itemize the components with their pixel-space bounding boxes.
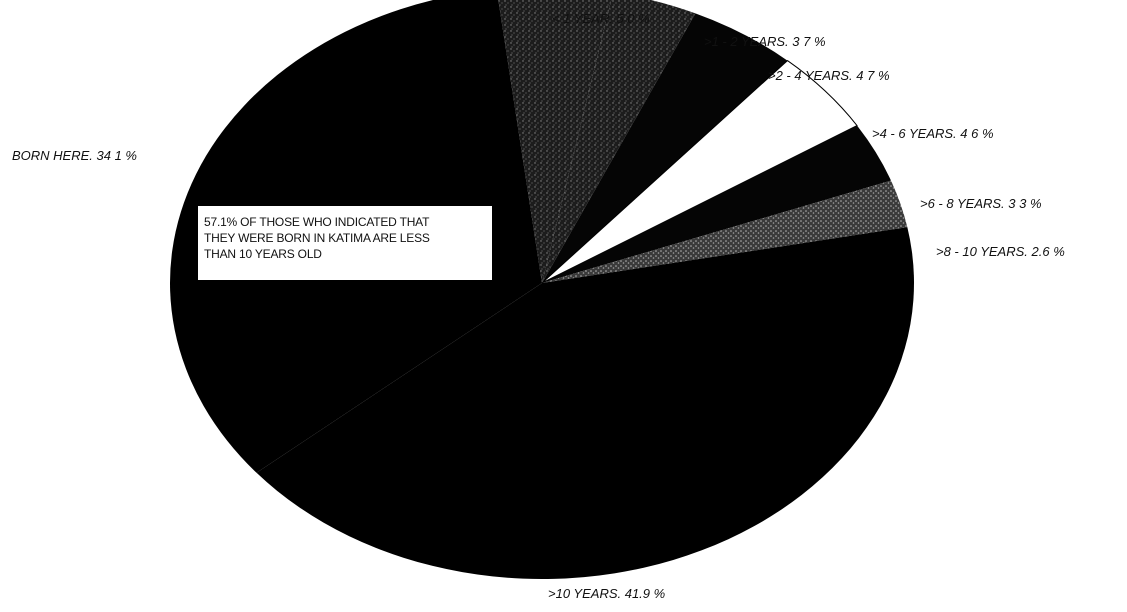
pie-slice bbox=[256, 227, 914, 580]
slice-label: >1 - 2 YEARS. 3 7 % bbox=[704, 34, 826, 49]
slice-label: < 1 YEAR. 5 0 % bbox=[552, 11, 650, 26]
slice-label: >10 YEARS. 41.9 % bbox=[548, 586, 665, 601]
pie-slice bbox=[541, 59, 858, 284]
chart-annotation: 57.1% OF THOSE WHO INDICATED THAT THEY W… bbox=[198, 206, 492, 280]
pie-slice bbox=[542, 13, 788, 284]
pie-slice bbox=[542, 0, 696, 283]
pie-slice bbox=[542, 125, 892, 283]
slice-label: >6 - 8 YEARS. 3 3 % bbox=[920, 196, 1042, 211]
pie-slice bbox=[542, 180, 908, 283]
pie-slice bbox=[498, 0, 612, 283]
slice-label: >2 - 4 YEARS. 4 7 % bbox=[768, 68, 890, 83]
slice-label: BORN HERE. 34 1 % bbox=[12, 148, 137, 163]
slice-label: >8 - 10 YEARS. 2.6 % bbox=[936, 244, 1065, 259]
slice-label: >4 - 6 YEARS. 4 6 % bbox=[872, 126, 994, 141]
